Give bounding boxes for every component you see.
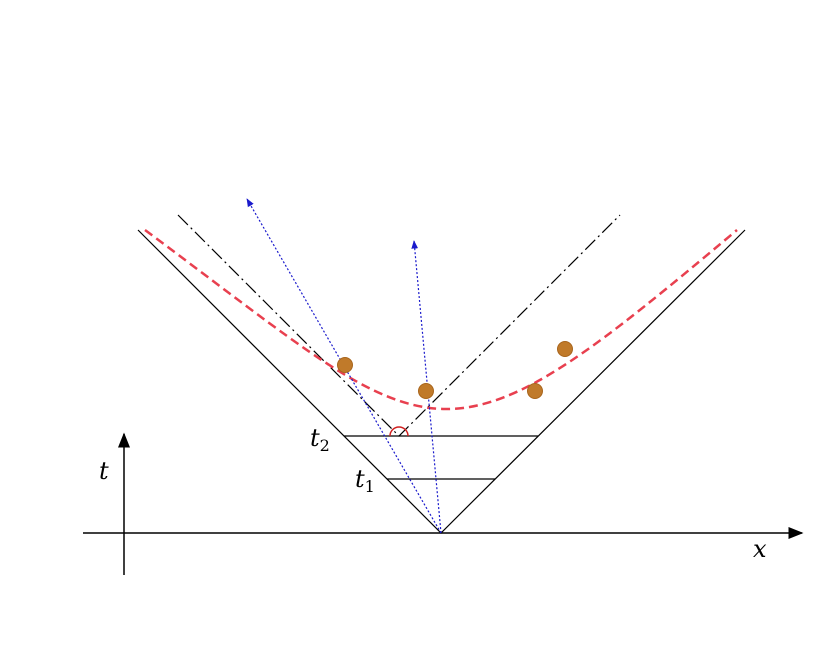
worldline bbox=[411, 240, 442, 534]
label-sub: 1 bbox=[365, 477, 375, 496]
shifted-cone bbox=[177, 214, 621, 437]
particle bbox=[337, 357, 353, 373]
label-base: t bbox=[310, 424, 320, 452]
slice-label: t1 bbox=[355, 465, 375, 496]
light-cone bbox=[137, 229, 746, 534]
particles bbox=[337, 341, 573, 399]
slice-label: t2 bbox=[310, 424, 330, 455]
particle bbox=[418, 383, 434, 399]
hyperbola bbox=[144, 228, 738, 411]
particle bbox=[527, 383, 543, 399]
t-axis-label: t bbox=[99, 457, 109, 485]
x-axis-label: x bbox=[753, 535, 767, 563]
particle bbox=[557, 341, 573, 357]
label-sub: 2 bbox=[320, 436, 330, 455]
label-base: t bbox=[355, 465, 365, 493]
angle-arc bbox=[389, 426, 409, 437]
